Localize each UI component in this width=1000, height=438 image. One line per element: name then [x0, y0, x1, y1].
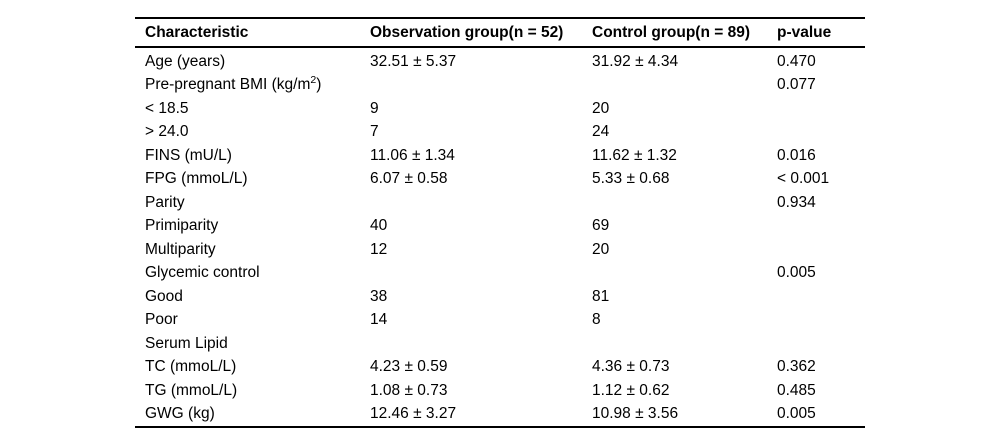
cell-observation-group: 14 — [370, 311, 388, 329]
cell-observation-group: 4.23 ± 0.59 — [370, 358, 448, 376]
column-header-observation-group: Observation group(n = 52) — [360, 18, 582, 48]
cell-observation-group — [360, 191, 582, 215]
cell-characteristic: GWG (kg) — [145, 405, 215, 423]
cell-characteristic: TC (mmoL/L) — [145, 358, 237, 376]
cell-control-group: 10.98 ± 3.56 — [592, 405, 679, 423]
cell-characteristic: Serum Lipid — [145, 334, 228, 352]
cell-p-value: < 0.001 — [777, 170, 830, 188]
table-row: > 24.0 7 24 — [135, 121, 865, 145]
table-row: Serum Lipid — [135, 332, 865, 356]
table-row: FPG (mmoL/L) 6.07 ± 0.58 5.33 ± 0.68 < 0.00… — [135, 168, 865, 192]
cell-p-value: 0.485 — [777, 381, 816, 399]
cell-control-group: 81 — [592, 287, 610, 305]
cell-characteristic: Multiparity — [145, 240, 216, 258]
cell-observation-group — [360, 332, 582, 356]
cell-control-group: 5.33 ± 0.68 — [592, 170, 670, 188]
table-row: Poor 14 8 — [135, 309, 865, 333]
table-row: TC (mmoL/L) 4.23 ± 0.59 4.36 ± 0.73 0.362 — [135, 356, 865, 380]
cell-control-group: 20 — [592, 99, 610, 117]
cell-observation-group: 38 — [370, 287, 388, 305]
table-row: TG (mmoL/L) 1.08 ± 0.73 1.12 ± 0.62 0.485 — [135, 379, 865, 403]
cell-p-value — [767, 332, 865, 356]
cell-observation-group — [360, 262, 582, 286]
table-row: Age (years) 32.51 ± 5.37 31.92 ± 4.34 0.470 — [135, 47, 865, 74]
cell-characteristic: FPG (mmoL/L) — [145, 170, 248, 188]
column-header-characteristic: Characteristic — [135, 18, 360, 48]
table-body: Age (years) 32.51 ± 5.37 31.92 ± 4.34 0.470… — [135, 47, 865, 427]
cell-p-value — [767, 215, 865, 239]
table-header: Characteristic Observation group(n = 52)… — [135, 18, 865, 48]
cell-characteristic: TG (mmoL/L) — [145, 381, 238, 399]
characteristics-table: Characteristic Observation group(n = 52)… — [135, 17, 865, 428]
cell-control-group: 24 — [592, 123, 610, 141]
column-header-p-value: p-value — [767, 18, 865, 48]
table-row: Pre-pregnant BMI (kg/m2) 0.077 — [135, 74, 865, 98]
cell-p-value — [767, 285, 865, 309]
cell-p-value — [767, 309, 865, 333]
cell-observation-group: 32.51 ± 5.37 — [370, 52, 457, 70]
cell-control-group — [582, 262, 767, 286]
cell-observation-group: 40 — [370, 217, 388, 235]
characteristics-table-container: Characteristic Observation group(n = 52)… — [135, 17, 865, 428]
cell-control-group: 4.36 ± 0.73 — [592, 358, 670, 376]
cell-p-value: 0.005 — [777, 405, 816, 423]
cell-p-value: 0.005 — [777, 264, 816, 282]
cell-characteristic: Glycemic control — [145, 264, 260, 282]
cell-p-value: 0.470 — [777, 52, 816, 70]
cell-control-group: 11.62 ± 1.32 — [592, 146, 677, 164]
cell-observation-group: 9 — [370, 99, 379, 117]
cell-control-group — [582, 74, 767, 98]
superscript: 2 — [310, 74, 317, 87]
cell-observation-group: 6.07 ± 0.58 — [370, 170, 448, 188]
cell-control-group: 31.92 ± 4.34 — [592, 52, 679, 70]
header-row: Characteristic Observation group(n = 52)… — [135, 18, 865, 48]
cell-p-value: 0.016 — [777, 146, 816, 164]
cell-control-group — [582, 332, 767, 356]
cell-observation-group — [360, 74, 582, 98]
table-row: < 18.5 9 20 — [135, 97, 865, 121]
cell-characteristic: Poor — [145, 311, 178, 329]
cell-observation-group: 12 — [370, 240, 388, 258]
cell-observation-group: 11.06 ± 1.34 — [370, 146, 455, 164]
cell-characteristic: FINS (mU/L) — [145, 146, 232, 164]
column-header-control-group: Control group(n = 89) — [582, 18, 767, 48]
cell-observation-group: 12.46 ± 3.27 — [370, 405, 457, 423]
cell-control-group: 69 — [592, 217, 610, 235]
table-row: Parity 0.934 — [135, 191, 865, 215]
table-row: Multiparity 12 20 — [135, 238, 865, 262]
cell-characteristic: Good — [145, 287, 183, 305]
cell-p-value — [767, 238, 865, 262]
cell-control-group: 1.12 ± 0.62 — [592, 381, 670, 399]
table-row: FINS (mU/L) 11.06 ± 1.34 11.62 ± 1.32 0.016 — [135, 144, 865, 168]
cell-p-value — [767, 97, 865, 121]
cell-control-group: 8 — [592, 311, 601, 329]
cell-p-value — [767, 121, 865, 145]
cell-observation-group: 7 — [370, 123, 379, 141]
table-row: Primiparity 40 69 — [135, 215, 865, 239]
cell-characteristic: > 24.0 — [145, 123, 189, 141]
table-row: GWG (kg) 12.46 ± 3.27 10.98 ± 3.56 0.005 — [135, 403, 865, 428]
cell-p-value: 0.077 — [777, 76, 816, 94]
table-row: Glycemic control 0.005 — [135, 262, 865, 286]
cell-characteristic: Pre-pregnant BMI (kg/m2) — [145, 74, 322, 94]
cell-characteristic: Primiparity — [145, 217, 219, 235]
cell-characteristic: Parity — [145, 193, 185, 211]
cell-control-group: 20 — [592, 240, 610, 258]
cell-p-value: 0.362 — [777, 358, 816, 376]
cell-characteristic: < 18.5 — [145, 99, 189, 117]
cell-observation-group: 1.08 ± 0.73 — [370, 381, 448, 399]
cell-p-value: 0.934 — [777, 193, 816, 211]
cell-control-group — [582, 191, 767, 215]
cell-characteristic: Age (years) — [145, 52, 226, 70]
table-row: Good 38 81 — [135, 285, 865, 309]
